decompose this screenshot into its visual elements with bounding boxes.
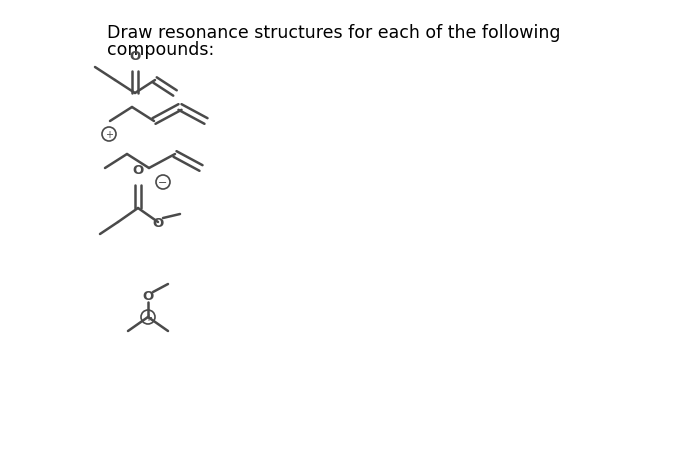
Text: Draw resonance structures for each of the following: Draw resonance structures for each of th… <box>107 24 561 42</box>
Text: O: O <box>153 216 164 229</box>
Text: compounds:: compounds: <box>107 41 214 59</box>
Text: O: O <box>130 50 141 63</box>
Text: +: + <box>144 312 152 322</box>
Text: −: − <box>158 177 168 187</box>
Text: O: O <box>142 290 153 303</box>
Text: O: O <box>132 164 144 177</box>
Text: +: + <box>105 130 113 140</box>
